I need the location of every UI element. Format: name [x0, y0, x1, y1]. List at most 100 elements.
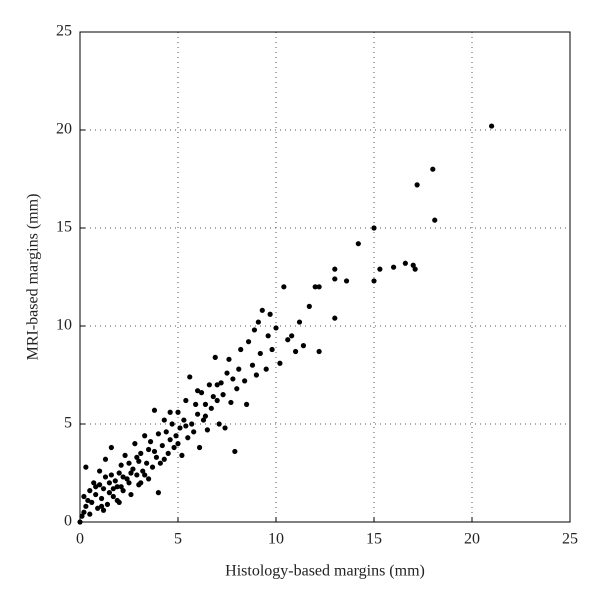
point — [195, 411, 201, 417]
point — [210, 393, 216, 400]
point — [100, 486, 107, 492]
point — [371, 278, 377, 284]
point — [236, 366, 242, 372]
point — [140, 468, 146, 474]
point — [81, 509, 87, 515]
point — [259, 307, 265, 313]
point — [118, 462, 124, 468]
point — [146, 476, 152, 482]
point — [151, 407, 158, 413]
point — [104, 501, 111, 507]
point — [371, 225, 377, 231]
point — [183, 397, 189, 404]
point — [251, 327, 258, 333]
point — [114, 497, 120, 504]
point — [173, 433, 179, 439]
point — [116, 470, 122, 476]
point — [136, 458, 142, 464]
point — [296, 319, 303, 325]
point — [134, 454, 140, 460]
point — [234, 386, 240, 392]
point — [110, 493, 116, 500]
point — [289, 333, 295, 339]
point — [202, 413, 209, 419]
point — [204, 427, 210, 433]
point — [159, 442, 165, 449]
point — [89, 499, 95, 505]
point — [187, 374, 193, 380]
point — [108, 444, 114, 451]
point — [128, 470, 134, 476]
point — [316, 348, 322, 355]
point — [245, 339, 252, 345]
y-tick-label: 15 — [56, 219, 72, 236]
point — [138, 450, 144, 456]
point — [193, 401, 199, 407]
point — [222, 425, 228, 431]
point — [414, 182, 420, 188]
point — [312, 284, 318, 290]
point — [83, 503, 89, 509]
point — [175, 441, 181, 447]
point — [198, 390, 205, 396]
point — [93, 491, 99, 498]
plot-frame — [79, 31, 571, 523]
point — [183, 423, 189, 429]
point — [212, 354, 218, 360]
point — [255, 319, 261, 325]
x-tick-label: 15 — [366, 531, 382, 548]
point — [120, 488, 126, 494]
point — [402, 260, 408, 266]
point — [343, 278, 350, 284]
point — [412, 266, 418, 272]
point — [102, 456, 109, 462]
point — [432, 217, 438, 223]
point — [179, 452, 185, 458]
point — [316, 284, 322, 290]
point — [202, 401, 209, 407]
point — [132, 441, 138, 447]
point — [167, 409, 173, 415]
point — [77, 519, 83, 525]
point — [281, 284, 287, 290]
point — [161, 417, 167, 423]
point — [410, 262, 416, 268]
point — [106, 490, 112, 496]
point — [128, 491, 134, 498]
point — [81, 493, 87, 500]
point — [155, 490, 161, 496]
point — [142, 472, 148, 478]
y-tick-label: 5 — [64, 415, 72, 432]
point — [195, 388, 201, 394]
point — [97, 468, 103, 474]
point — [98, 495, 105, 502]
point — [97, 482, 103, 488]
point — [206, 382, 212, 388]
point — [220, 392, 226, 398]
point — [118, 484, 124, 490]
point — [191, 429, 197, 435]
point — [83, 464, 89, 470]
point — [100, 507, 107, 513]
point — [93, 484, 99, 490]
y-tick-label: 0 — [64, 513, 72, 530]
point — [157, 460, 163, 466]
point — [144, 460, 150, 466]
point — [269, 346, 275, 353]
point — [134, 472, 140, 478]
point — [124, 476, 130, 482]
point — [377, 266, 383, 272]
point — [232, 448, 238, 455]
point — [146, 446, 152, 453]
point — [293, 348, 299, 355]
point — [489, 123, 495, 129]
point — [224, 370, 230, 376]
point — [108, 472, 114, 478]
point — [177, 425, 183, 431]
point — [265, 333, 271, 339]
x-tick-label: 10 — [268, 531, 284, 548]
point — [228, 399, 234, 406]
point — [230, 376, 236, 382]
y-axis-label: MRI-based margins (mm) — [25, 194, 42, 361]
point — [130, 466, 136, 472]
